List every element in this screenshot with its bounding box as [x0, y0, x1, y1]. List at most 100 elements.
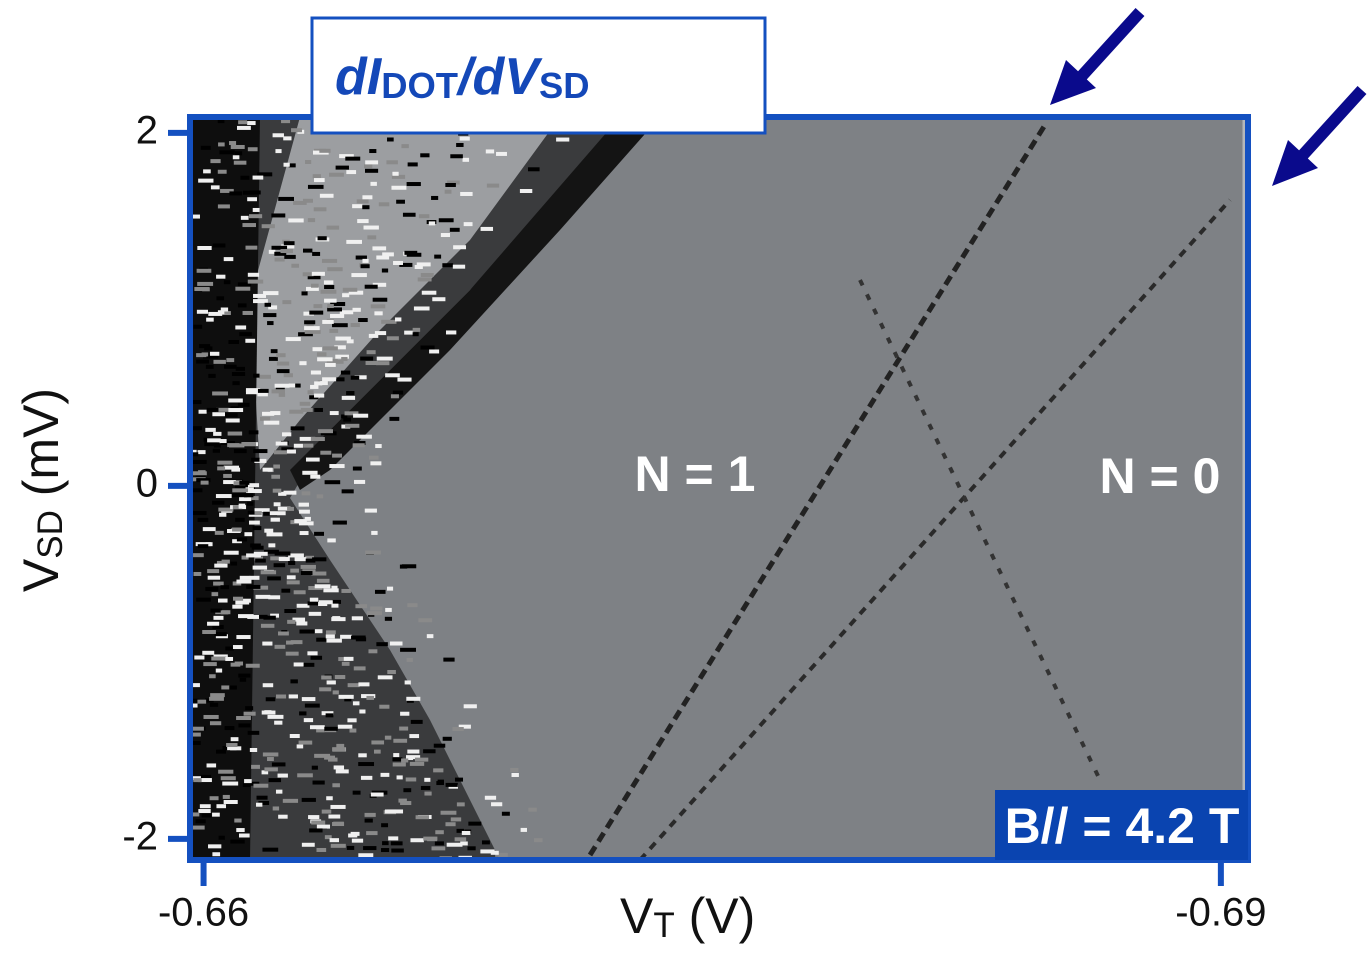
- noise: [424, 778, 430, 782]
- noise: [455, 778, 463, 782]
- noise: [219, 513, 226, 517]
- noise: [520, 189, 532, 193]
- noise: [288, 561, 295, 565]
- noise: [328, 815, 340, 819]
- noise: [401, 758, 408, 762]
- noise: [312, 252, 320, 256]
- noise: [322, 377, 336, 381]
- noise: [417, 262, 431, 266]
- noise: [264, 529, 273, 533]
- noise: [346, 240, 362, 244]
- noise: [332, 454, 342, 458]
- noise: [203, 169, 211, 173]
- noise: [362, 195, 372, 199]
- noise: [308, 185, 324, 189]
- noise: [364, 226, 379, 230]
- noise: [352, 616, 363, 620]
- noise: [217, 461, 232, 465]
- noise: [365, 813, 376, 817]
- noise: [231, 737, 239, 741]
- noise: [305, 704, 320, 708]
- noise: [305, 160, 311, 164]
- noise: [365, 509, 377, 513]
- noise: [317, 352, 327, 356]
- noise: [468, 822, 481, 826]
- noise: [300, 402, 311, 406]
- noise: [271, 349, 278, 353]
- noise: [332, 822, 344, 826]
- noise: [432, 846, 446, 850]
- noise: [482, 840, 490, 844]
- noise: [208, 576, 220, 580]
- noise: [418, 277, 432, 281]
- noise: [528, 808, 536, 812]
- noise: [421, 273, 434, 277]
- noise: [365, 819, 373, 823]
- noise: [309, 828, 322, 832]
- noise: [240, 576, 251, 580]
- noise: [196, 598, 211, 602]
- noise: [370, 606, 382, 610]
- noise: [269, 778, 281, 782]
- noise: [325, 363, 336, 367]
- noise: [202, 813, 212, 817]
- noise: [393, 391, 403, 395]
- noise: [267, 321, 273, 325]
- noise: [338, 725, 353, 729]
- noise: [211, 185, 220, 189]
- noise: [236, 580, 251, 584]
- noise: [203, 662, 217, 666]
- noise: [208, 844, 221, 848]
- noise: [299, 361, 306, 365]
- noise: [346, 170, 356, 174]
- annotation: N = 0: [1100, 448, 1221, 504]
- noise: [288, 553, 304, 557]
- noise: [240, 176, 249, 180]
- noise: [486, 149, 494, 153]
- noise: [464, 704, 477, 708]
- noise: [253, 208, 260, 212]
- noise: [214, 444, 221, 448]
- noise: [314, 394, 324, 398]
- noise: [246, 553, 261, 557]
- noise: [342, 489, 354, 493]
- noise: [287, 507, 294, 511]
- noise: [198, 450, 206, 454]
- noise: [327, 680, 336, 684]
- noise: [373, 298, 388, 302]
- noise: [276, 694, 286, 698]
- noise: [247, 121, 255, 125]
- noise: [228, 408, 243, 412]
- noise: [289, 384, 295, 388]
- noise: [232, 381, 239, 385]
- noise: [286, 652, 299, 656]
- noise: [313, 347, 323, 351]
- noise: [226, 743, 237, 747]
- noise: [410, 838, 423, 842]
- noise: [409, 734, 419, 738]
- noise: [441, 811, 457, 815]
- noise: [353, 791, 361, 795]
- noise: [416, 815, 429, 819]
- noise: [381, 848, 389, 852]
- noise: [365, 285, 378, 289]
- noise: [194, 656, 204, 660]
- noise: [386, 160, 397, 164]
- noise: [390, 642, 403, 646]
- noise: [308, 218, 315, 222]
- noise: [321, 675, 332, 679]
- noise: [374, 750, 381, 754]
- noise: [216, 494, 232, 498]
- noise: [393, 762, 406, 766]
- noise: [261, 624, 274, 628]
- noise: [413, 328, 421, 332]
- noise: [441, 233, 450, 237]
- noise: [259, 375, 271, 379]
- noise: [512, 773, 519, 777]
- noise: [256, 803, 262, 807]
- noise: [391, 841, 403, 845]
- noise: [391, 186, 406, 190]
- noise: [487, 184, 499, 188]
- noise: [332, 783, 340, 787]
- subscript: T: [653, 906, 674, 945]
